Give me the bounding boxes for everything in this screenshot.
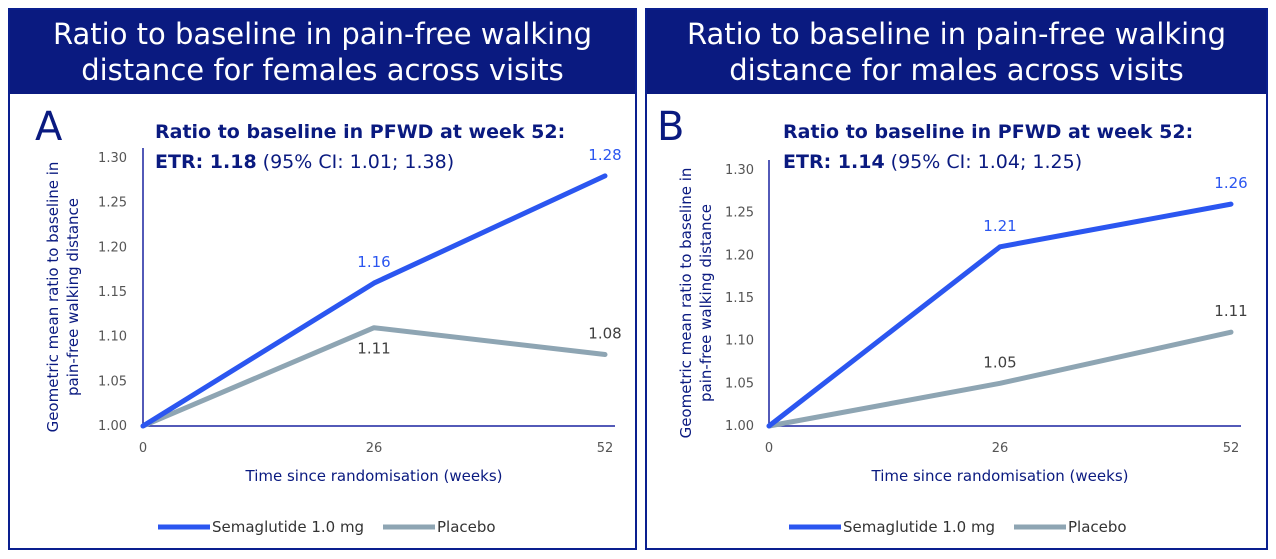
etr-ci: (95% CI: 1.04; 1.25) [891, 151, 1082, 173]
data-label: 1.16 [357, 253, 390, 271]
y-tick-label: 1.05 [98, 374, 127, 389]
panel-letter: B [657, 104, 684, 150]
y-tick-label: 1.20 [98, 240, 127, 255]
chart-panel-a: Ratio to baseline in pain-free walking d… [8, 8, 637, 550]
etr-annotation: ETR: 1.18 (95% CI: 1.01; 1.38) [155, 151, 454, 173]
data-label: 1.21 [983, 217, 1016, 235]
data-label: 1.11 [1214, 302, 1247, 320]
legend-label: Semaglutide 1.0 mg [843, 518, 995, 536]
etr-annotation-title: Ratio to baseline in PFWD at week 52: [155, 121, 565, 143]
chart-a: A Ratio to baseline in PFWD at week 52: ET… [35, 104, 622, 536]
series-line-semaglutide [140, 173, 608, 429]
y-axis-label-line: Geometric mean ratio to baseline in [677, 168, 695, 439]
y-tick-label: 1.00 [725, 419, 754, 434]
legend-label: Placebo [437, 518, 496, 536]
y-axis-label-line: pain-free walking distance [64, 198, 82, 396]
y-tick-label: 1.15 [725, 291, 754, 306]
etr-annotation-title: Ratio to baseline in PFWD at week 52: [783, 121, 1193, 143]
y-tick-label: 1.25 [725, 206, 754, 221]
x-tick-label: 26 [992, 441, 1009, 456]
etr-annotation: ETR: 1.14 (95% CI: 1.04; 1.25) [783, 151, 1082, 173]
y-axis-label-line: Geometric mean ratio to baseline in [44, 162, 62, 433]
y-axis-label: Geometric mean ratio to baseline in pain-… [44, 162, 82, 433]
y-tick-label: 1.20 [725, 248, 754, 263]
y-tick-label: 1.10 [725, 334, 754, 349]
y-tick-label: 1.05 [725, 376, 754, 391]
series-line-placebo [140, 325, 608, 429]
x-tick-label: 0 [765, 441, 773, 456]
chart-panel-b: Ratio to baseline in pain-free walking d… [645, 8, 1268, 550]
y-tick-label: 1.15 [98, 285, 127, 300]
chart-b: B Ratio to baseline in PFWD at week 52: ET… [657, 104, 1248, 536]
y-tick-label: 1.30 [98, 151, 127, 166]
x-axis-label: Time since randomisation (weeks) [871, 467, 1129, 485]
y-axis-label: Geometric mean ratio to baseline in pain-… [677, 168, 715, 439]
x-tick-label: 52 [1223, 441, 1240, 456]
x-tick-label: 0 [139, 441, 147, 456]
etr-ci: (95% CI: 1.01; 1.38) [263, 151, 454, 173]
panel-a-header: Ratio to baseline in pain-free walking d… [10, 10, 635, 94]
legend-label: Semaglutide 1.0 mg [212, 518, 364, 536]
panel-b-header: Ratio to baseline in pain-free walking d… [647, 10, 1266, 94]
legend-label: Placebo [1068, 518, 1127, 536]
data-label: 1.11 [357, 340, 390, 358]
x-tick-label: 52 [597, 441, 614, 456]
x-axis-label: Time since randomisation (weeks) [245, 467, 503, 485]
data-label: 1.05 [983, 353, 1016, 371]
panel-letter: A [35, 104, 63, 150]
y-tick-label: 1.10 [98, 330, 127, 345]
y-axis-label-line: pain-free walking distance [697, 204, 715, 402]
etr-value: ETR: 1.18 [155, 151, 257, 173]
data-label: 1.26 [1214, 174, 1247, 192]
y-tick-label: 1.00 [98, 419, 127, 434]
series-line-placebo [766, 329, 1234, 429]
y-tick-label: 1.30 [725, 163, 754, 178]
y-tick-label: 1.25 [98, 196, 127, 211]
data-label: 1.08 [588, 325, 621, 343]
series-line-semaglutide [766, 201, 1234, 429]
data-label: 1.28 [588, 146, 621, 164]
x-tick-label: 26 [366, 441, 383, 456]
etr-value: ETR: 1.14 [783, 151, 885, 173]
